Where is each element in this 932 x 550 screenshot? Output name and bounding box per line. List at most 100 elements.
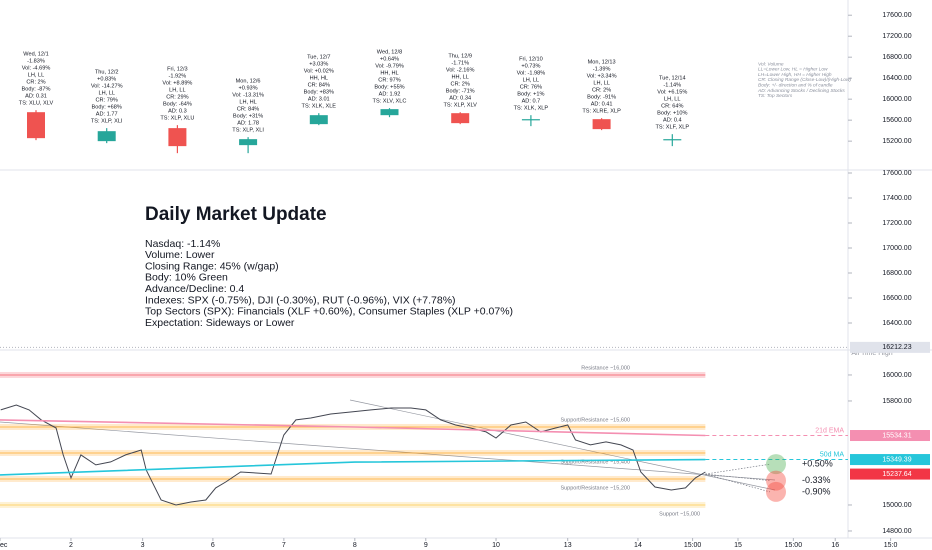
day-stat: TS: XLP, XLU bbox=[160, 116, 194, 122]
day-stat: AD: 3.01 bbox=[308, 97, 330, 103]
x-tick-label: 16 bbox=[831, 542, 839, 549]
last-price-tag bbox=[850, 468, 930, 480]
day-stat: CR: 76% bbox=[520, 85, 542, 91]
x-tick-label: 10 bbox=[492, 542, 500, 549]
day-stat: CR: 79% bbox=[96, 98, 118, 104]
y-tick-label: 15800.00 bbox=[882, 398, 911, 405]
y-tick-label: 16000.00 bbox=[882, 96, 911, 103]
day-stat: Vol: -4.69% bbox=[22, 66, 51, 72]
x-tick-label: 6 bbox=[211, 542, 215, 549]
day-stat: Body: +83% bbox=[304, 90, 334, 96]
day-stat: Wed, 12/8 bbox=[377, 50, 402, 56]
candle-body bbox=[663, 139, 682, 141]
day-stat: CR: 97% bbox=[378, 78, 400, 84]
day-stat: Thu, 12/2 bbox=[95, 70, 119, 76]
day-stat: Body: -87% bbox=[22, 87, 51, 93]
day-stat: LH, LL bbox=[169, 88, 185, 94]
day-stat: Fri, 12/3 bbox=[167, 67, 188, 73]
day-stat: CR: 29% bbox=[166, 95, 188, 101]
day-stat: LH, LL bbox=[664, 97, 680, 103]
day-stat: AD: 0.4 bbox=[663, 118, 682, 124]
day-stat: CR: 2% bbox=[451, 82, 470, 88]
x-tick-label: 9 bbox=[424, 542, 428, 549]
x-tick-label: 3 bbox=[141, 542, 145, 549]
ath-tag-label: 16212.23 bbox=[882, 344, 911, 351]
day-stat: TS: XLP, XLV bbox=[444, 103, 478, 109]
day-stat: CR: 84% bbox=[308, 83, 330, 89]
average-name: 50d MA bbox=[820, 451, 844, 458]
y-tick-label: 16000.00 bbox=[882, 372, 911, 379]
y-tick-label: 16400.00 bbox=[882, 75, 911, 82]
day-stat: -1.71% bbox=[451, 61, 469, 67]
day-stat: Vol: -1.98% bbox=[517, 71, 546, 77]
legend-note: LL=Lower Low, HL = Higher Low bbox=[758, 67, 828, 73]
projection-path bbox=[705, 473, 771, 481]
average-tag-label: 15534.31 bbox=[882, 432, 911, 439]
day-stat: -1.92% bbox=[169, 74, 187, 80]
average-line bbox=[0, 419, 706, 437]
x-tick-label: 13 bbox=[564, 542, 572, 549]
update-line: Volume: Lower bbox=[145, 249, 215, 261]
y-tick-label: 15200.00 bbox=[882, 138, 911, 145]
day-stat: Body: -71% bbox=[446, 89, 475, 95]
average-name: 21d EMA bbox=[815, 427, 844, 434]
y-tick-label: 17400.00 bbox=[882, 195, 911, 202]
legend-note: Body: +/- direction and % of candle bbox=[758, 82, 833, 88]
day-stat: TS: XLK, XLP bbox=[514, 106, 549, 112]
level-label: Support ~15,000 bbox=[659, 511, 700, 517]
day-stat: AD: 0.34 bbox=[449, 96, 471, 102]
day-stat: TS: XLRE, XLP bbox=[582, 109, 621, 115]
day-stat: TS: XLF, XLP bbox=[656, 125, 690, 131]
x-tick-label: 15:00 bbox=[785, 542, 803, 549]
y-tick-label: 16400.00 bbox=[882, 320, 911, 327]
day-stat: Wed, 12/1 bbox=[23, 52, 48, 58]
day-stat: Body: +68% bbox=[92, 105, 122, 111]
day-stat: Fri, 12/10 bbox=[519, 57, 543, 63]
candle-body bbox=[97, 131, 116, 142]
day-stat: Mon, 12/6 bbox=[236, 79, 261, 85]
update-line: Body: 10% Green bbox=[145, 272, 228, 284]
level-label: Support/Resistance ~15,400 bbox=[560, 459, 630, 465]
average-tag-label: 15349.39 bbox=[882, 456, 911, 463]
day-stat: HH, HL bbox=[380, 71, 398, 77]
projection-path bbox=[705, 463, 771, 475]
candle-body bbox=[27, 112, 45, 139]
x-tick-label: 15:0 bbox=[884, 542, 898, 549]
update-line: Closing Range: 45% (w/gap) bbox=[145, 260, 279, 272]
price-line bbox=[0, 404, 706, 506]
day-stat: HH, HL bbox=[310, 76, 328, 82]
y-tick-label: 16600.00 bbox=[882, 295, 911, 302]
legend-note: AD: Advancing Stocks / Declining Stocks bbox=[757, 88, 845, 94]
day-stat: Vol: +8.89% bbox=[162, 81, 192, 87]
update-title: Daily Market Update bbox=[145, 204, 327, 225]
y-tick-label: 17200.00 bbox=[882, 220, 911, 227]
day-stat: CR: 84% bbox=[237, 107, 259, 113]
average-line bbox=[0, 458, 706, 476]
y-tick-label: 17000.00 bbox=[882, 245, 911, 252]
day-stat: AD: 0.41 bbox=[591, 102, 613, 108]
x-tick-label: 15 bbox=[734, 542, 742, 549]
day-stat: TS: XLP, XLI bbox=[91, 119, 123, 125]
x-tick-label: 8 bbox=[353, 542, 357, 549]
day-stat: Vol: -14.27% bbox=[91, 84, 123, 90]
update-line: Top Sectors (SPX): Financials (XLF +0.60… bbox=[145, 306, 513, 318]
legend-note: CR: Closing Range (Close-Low)/(High-Low) bbox=[758, 77, 851, 83]
level-label: Support/Resistance ~15,200 bbox=[560, 485, 630, 491]
candle-body bbox=[380, 109, 399, 116]
day-stat: +0.64% bbox=[380, 57, 399, 63]
projection-label: +0.50% bbox=[802, 459, 833, 469]
level-label: Resistance ~16,000 bbox=[581, 365, 630, 371]
day-stat: Vol: -9.79% bbox=[375, 64, 404, 70]
update-line: Indexes: SPX (-0.75%), DJI (-0.30%), RUT… bbox=[145, 294, 456, 306]
day-stat: Body: +55% bbox=[374, 85, 404, 91]
y-tick-label: 15000.00 bbox=[882, 502, 911, 509]
day-stat: Body: +10% bbox=[657, 111, 687, 117]
day-stat: AD: 0.31 bbox=[25, 94, 47, 100]
update-line: Advance/Decline: 0.4 bbox=[145, 283, 244, 295]
day-stat: Tue, 12/14 bbox=[659, 76, 686, 82]
day-stat: Vol: +6.15% bbox=[657, 90, 687, 96]
update-line: Nasdaq: -1.14% bbox=[145, 238, 220, 250]
projection-target bbox=[766, 454, 786, 475]
